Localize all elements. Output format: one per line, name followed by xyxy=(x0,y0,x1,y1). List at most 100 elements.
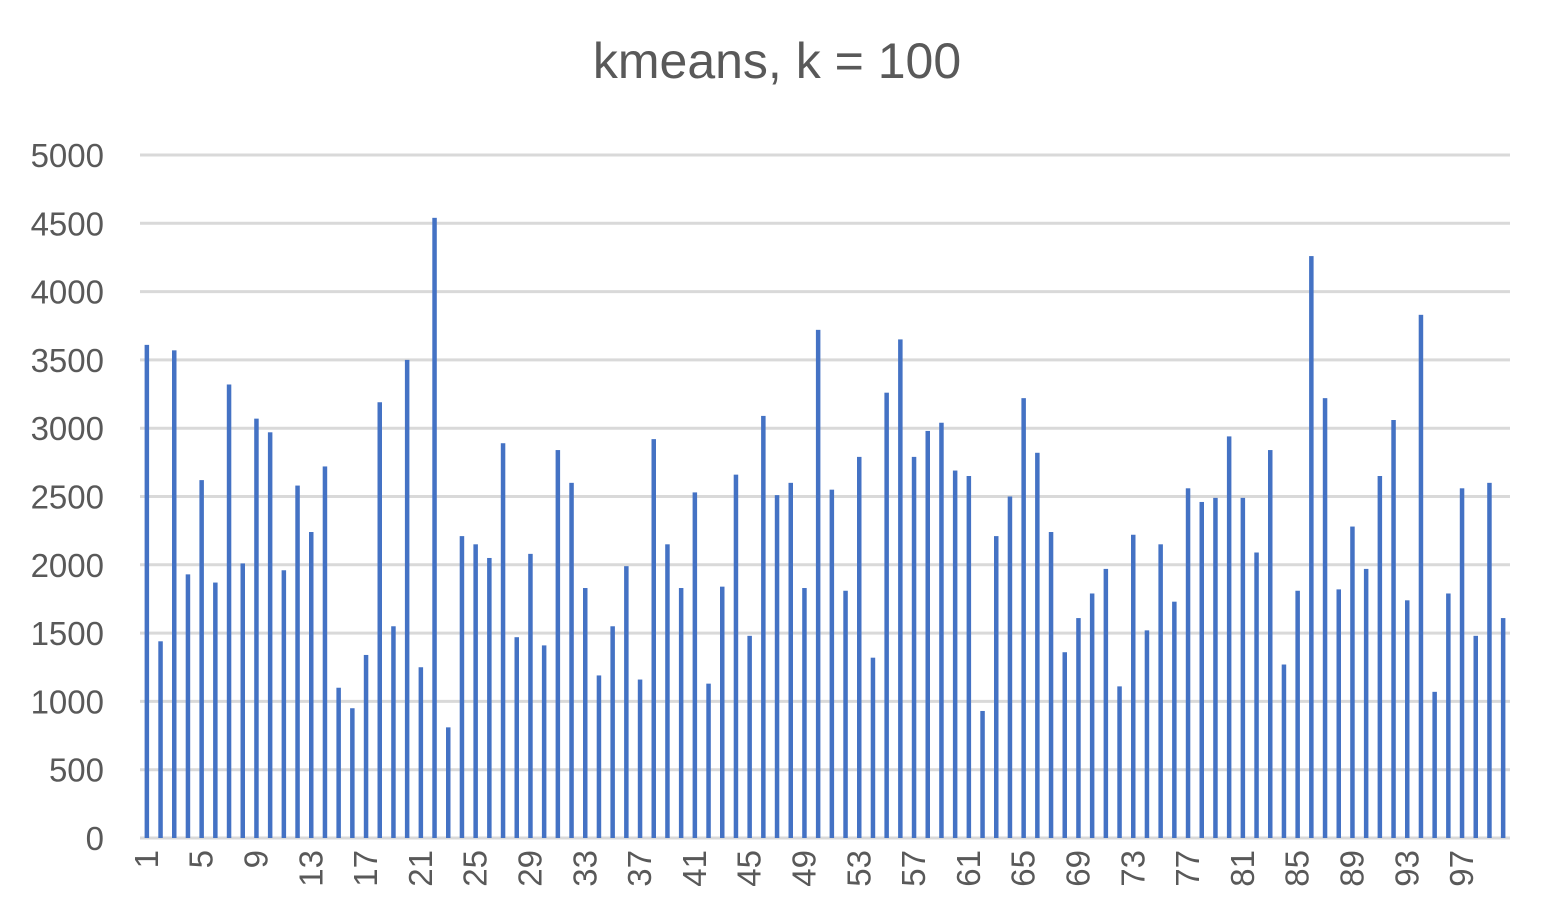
x-tick-label: 77 xyxy=(1169,850,1206,887)
x-tick-label: 61 xyxy=(950,850,987,887)
x-tick-label: 73 xyxy=(1114,850,1151,887)
bar xyxy=(665,544,670,838)
bar xyxy=(884,392,889,838)
bar xyxy=(1062,652,1067,838)
bar xyxy=(1213,497,1218,838)
bar xyxy=(1295,590,1300,838)
bar xyxy=(1117,686,1122,838)
y-tick-label: 2500 xyxy=(31,479,104,516)
bar xyxy=(1268,450,1273,838)
bar xyxy=(1089,593,1095,838)
bar xyxy=(1144,630,1150,838)
bar xyxy=(1254,552,1259,838)
bar xyxy=(1500,618,1506,838)
y-tick-label: 1000 xyxy=(31,683,104,720)
x-tick-label: 33 xyxy=(566,850,603,887)
bar xyxy=(980,710,985,838)
bar xyxy=(1185,488,1191,838)
bar xyxy=(1240,497,1246,838)
bar xyxy=(377,402,382,838)
bar xyxy=(240,563,245,838)
chart-title: kmeans, k = 100 xyxy=(592,33,962,89)
x-tick-label: 5 xyxy=(183,850,220,868)
bar xyxy=(541,645,547,838)
bars xyxy=(144,217,1506,839)
bar xyxy=(802,588,807,838)
bar xyxy=(144,344,150,838)
x-tick-label: 85 xyxy=(1279,850,1316,887)
bar xyxy=(1363,568,1369,838)
y-tick-label: 1500 xyxy=(31,615,104,652)
bar xyxy=(1418,314,1424,838)
x-tick-label: 41 xyxy=(676,850,713,887)
bar xyxy=(925,430,930,838)
x-tick-label: 93 xyxy=(1388,850,1425,887)
bar xyxy=(952,470,958,838)
bar xyxy=(733,474,739,838)
bar xyxy=(857,456,862,838)
bar xyxy=(637,679,643,838)
x-tick-label: 25 xyxy=(457,850,494,887)
x-tick-label: 45 xyxy=(731,850,768,887)
bar xyxy=(432,217,437,838)
bar xyxy=(596,675,602,838)
bar xyxy=(309,532,314,838)
bar xyxy=(1473,635,1478,838)
x-tick-label: 37 xyxy=(621,850,658,887)
bar xyxy=(213,582,218,838)
y-tick-label: 3000 xyxy=(31,410,104,447)
bar xyxy=(1131,534,1136,838)
bar xyxy=(295,485,300,838)
bar xyxy=(870,657,876,838)
bar xyxy=(1035,452,1040,838)
bar xyxy=(1199,501,1204,838)
bar xyxy=(1021,398,1026,838)
bar xyxy=(706,683,711,838)
bar xyxy=(1405,600,1410,838)
x-tick-label: 49 xyxy=(785,850,822,887)
bar xyxy=(761,415,766,838)
bar xyxy=(350,708,355,838)
bar xyxy=(1432,691,1437,838)
x-tick-label: 57 xyxy=(895,850,932,887)
y-tick-label: 5000 xyxy=(31,137,104,174)
bar xyxy=(829,489,835,838)
bar xyxy=(1048,532,1054,838)
bar xyxy=(720,586,725,838)
bar xyxy=(514,637,519,838)
x-tick-label: 1 xyxy=(128,850,165,868)
bar xyxy=(404,359,410,838)
bar xyxy=(1350,526,1355,838)
bar xyxy=(418,667,424,838)
x-axis-labels: 1 5 9 13 17 21 25 29 33 37 41 45 49 53 57 61 65 69 73 77 81 8… xyxy=(128,850,1480,887)
bar xyxy=(911,456,917,838)
bar xyxy=(624,566,629,838)
bar xyxy=(1281,664,1287,838)
bar xyxy=(1377,476,1383,838)
bar xyxy=(322,466,328,838)
bar xyxy=(898,339,903,838)
bar xyxy=(583,588,588,838)
y-tick-label: 2000 xyxy=(31,547,104,584)
bar xyxy=(1459,488,1465,838)
bar xyxy=(1103,568,1109,838)
bar xyxy=(1226,436,1232,838)
bar xyxy=(267,432,273,838)
bar xyxy=(446,727,451,838)
gridlines xyxy=(140,153,1510,840)
bar xyxy=(692,492,698,838)
bar xyxy=(528,553,533,838)
bar xyxy=(843,590,848,838)
bar xyxy=(1336,589,1341,838)
x-tick-label: 89 xyxy=(1333,850,1370,887)
bar xyxy=(1322,398,1328,838)
bar xyxy=(651,439,656,838)
bar xyxy=(555,450,561,838)
y-tick-label: 3500 xyxy=(31,342,104,379)
x-tick-label: 13 xyxy=(292,850,329,887)
x-tick-label: 53 xyxy=(840,850,877,887)
y-tick-label: 500 xyxy=(49,752,104,789)
bar xyxy=(1309,256,1314,839)
